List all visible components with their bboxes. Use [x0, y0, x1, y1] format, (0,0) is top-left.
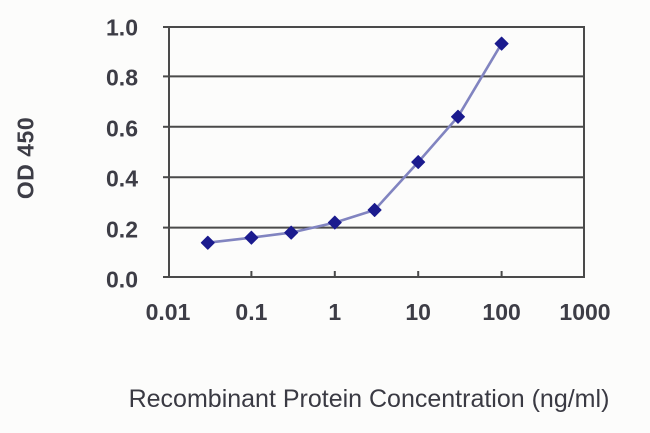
- data-point-marker: [411, 155, 426, 170]
- plot-border: [168, 26, 585, 278]
- x-tick-label: 100: [482, 299, 521, 325]
- x-tick-label: 1000: [559, 299, 611, 325]
- y-tick-label: 0.6: [106, 115, 138, 142]
- data-point-marker: [284, 225, 299, 240]
- data-point-marker: [450, 109, 465, 124]
- y-tick-label: 0.4: [106, 165, 138, 192]
- x-tick-label: 10: [405, 299, 431, 325]
- x-tick-label: 0.1: [235, 299, 268, 325]
- x-axis-title: Recombinant Protein Concentration (ng/ml…: [128, 385, 610, 413]
- data-point-marker: [327, 215, 342, 230]
- plot-area: [163, 26, 585, 278]
- data-point-marker: [244, 230, 259, 245]
- data-point-marker: [367, 202, 382, 217]
- y-tick-label: 0.2: [106, 216, 138, 243]
- x-tick-label: 0.01: [145, 299, 191, 325]
- y-tick-label: 0.8: [106, 64, 138, 91]
- series-line: [206, 42, 503, 244]
- x-tick-label: 1: [328, 299, 342, 325]
- y-tick-label: 1.0: [106, 14, 138, 41]
- data-point-marker: [494, 36, 509, 51]
- y-tick-label: 0.0: [106, 266, 138, 293]
- y-axis-title: OD 450: [12, 116, 39, 200]
- data-point-marker: [200, 235, 215, 250]
